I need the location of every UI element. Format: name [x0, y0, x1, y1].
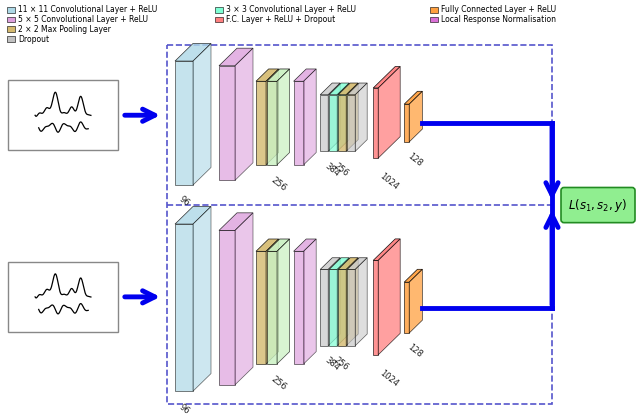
Polygon shape [329, 83, 349, 95]
Polygon shape [303, 239, 316, 364]
Polygon shape [219, 48, 253, 66]
Polygon shape [328, 83, 340, 151]
FancyBboxPatch shape [561, 188, 635, 223]
Polygon shape [409, 269, 422, 333]
Polygon shape [329, 258, 349, 269]
Polygon shape [256, 251, 266, 364]
Polygon shape [175, 43, 211, 61]
Polygon shape [329, 95, 337, 151]
Text: 256: 256 [269, 375, 288, 392]
Text: 96: 96 [177, 194, 191, 208]
Bar [430, 17, 438, 23]
Polygon shape [303, 69, 316, 165]
Polygon shape [294, 69, 316, 81]
Text: 1024: 1024 [378, 172, 400, 192]
Polygon shape [378, 67, 400, 158]
Bar [215, 17, 223, 23]
Polygon shape [320, 258, 340, 269]
Bar [7, 26, 15, 32]
Polygon shape [355, 258, 367, 346]
Polygon shape [338, 95, 346, 151]
Polygon shape [266, 69, 278, 165]
Polygon shape [404, 269, 422, 282]
Polygon shape [348, 95, 355, 151]
Polygon shape [267, 69, 290, 81]
Polygon shape [320, 269, 328, 346]
Text: 1024: 1024 [378, 369, 400, 389]
Text: Local Response Normalisation: Local Response Normalisation [441, 15, 556, 24]
Polygon shape [193, 206, 211, 391]
Polygon shape [404, 104, 409, 142]
Polygon shape [338, 258, 358, 269]
Polygon shape [175, 61, 193, 185]
Polygon shape [320, 95, 328, 151]
Polygon shape [348, 83, 367, 95]
Bar [8, 262, 118, 332]
Polygon shape [175, 224, 193, 391]
Polygon shape [338, 83, 358, 95]
Polygon shape [294, 251, 303, 364]
Polygon shape [346, 83, 358, 151]
Polygon shape [219, 213, 253, 231]
Text: 128: 128 [406, 151, 424, 168]
Polygon shape [373, 239, 400, 260]
Text: 3 × 3 Convolutional Layer + ReLU: 3 × 3 Convolutional Layer + ReLU [226, 5, 356, 14]
Bar [7, 7, 15, 13]
Bar [167, 45, 552, 404]
Text: $L(s_1, s_2, y)$: $L(s_1, s_2, y)$ [568, 196, 628, 214]
Text: Fully Connected Layer + ReLU: Fully Connected Layer + ReLU [441, 5, 556, 14]
Polygon shape [277, 239, 290, 364]
Text: Dropout: Dropout [18, 35, 49, 43]
Polygon shape [267, 81, 277, 165]
Text: 384: 384 [323, 161, 341, 178]
Polygon shape [348, 269, 355, 346]
Polygon shape [256, 239, 278, 251]
Polygon shape [320, 83, 340, 95]
Text: 128: 128 [406, 342, 424, 359]
Polygon shape [338, 269, 346, 346]
Polygon shape [256, 81, 266, 165]
Polygon shape [346, 258, 358, 346]
Polygon shape [378, 239, 400, 355]
Polygon shape [373, 88, 378, 158]
Polygon shape [328, 258, 340, 346]
Text: 11 × 11 Convolutional Layer + ReLU: 11 × 11 Convolutional Layer + ReLU [18, 5, 157, 14]
Polygon shape [329, 269, 337, 346]
Polygon shape [267, 239, 290, 251]
Polygon shape [267, 251, 277, 364]
Polygon shape [348, 258, 367, 269]
Bar [7, 17, 15, 23]
Polygon shape [409, 91, 422, 142]
Bar [7, 36, 15, 42]
Polygon shape [235, 213, 253, 385]
Polygon shape [175, 206, 211, 224]
Polygon shape [256, 69, 278, 81]
Polygon shape [277, 69, 290, 165]
Text: F.C. Layer + ReLU + Dropout: F.C. Layer + ReLU + Dropout [226, 15, 335, 24]
Polygon shape [193, 43, 211, 185]
Bar [8, 80, 118, 151]
Bar [430, 7, 438, 13]
Bar [215, 7, 223, 13]
Polygon shape [337, 258, 349, 346]
Text: 5 × 5 Convolutional Layer + ReLU: 5 × 5 Convolutional Layer + ReLU [18, 15, 148, 24]
Text: 2 × 2 Max Pooling Layer: 2 × 2 Max Pooling Layer [18, 25, 111, 34]
Polygon shape [219, 66, 235, 180]
Polygon shape [219, 231, 235, 385]
Text: 256: 256 [269, 176, 288, 193]
Polygon shape [355, 83, 367, 151]
Polygon shape [373, 260, 378, 355]
Polygon shape [294, 81, 303, 165]
Polygon shape [266, 239, 278, 364]
Polygon shape [404, 91, 422, 104]
Polygon shape [337, 83, 349, 151]
Text: 384: 384 [323, 356, 341, 372]
Text: 256: 256 [332, 356, 350, 372]
Polygon shape [235, 48, 253, 180]
Text: 256: 256 [332, 161, 350, 178]
Polygon shape [404, 282, 409, 333]
Polygon shape [373, 67, 400, 88]
Polygon shape [294, 239, 316, 251]
Text: 96: 96 [177, 402, 191, 416]
